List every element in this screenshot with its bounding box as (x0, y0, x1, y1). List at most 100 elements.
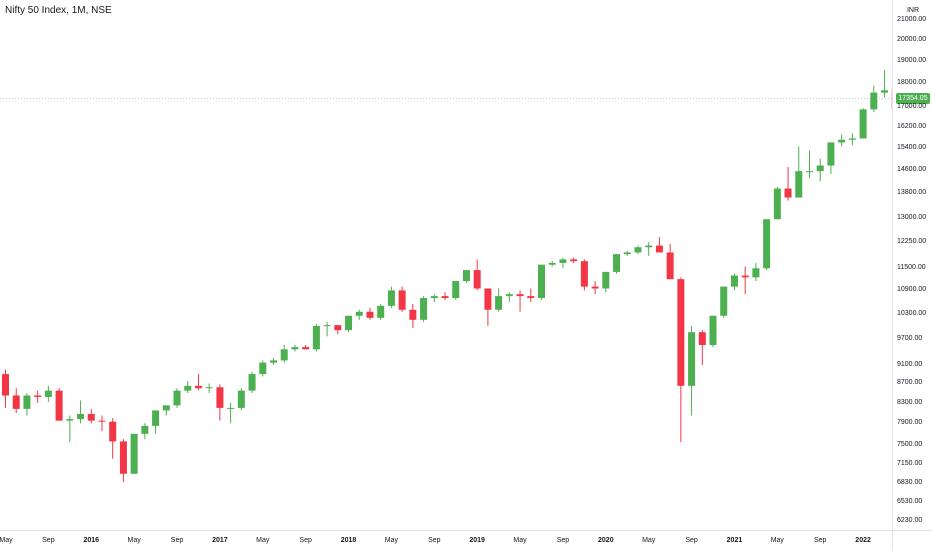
candle[interactable] (817, 159, 824, 182)
candle[interactable] (206, 383, 213, 393)
price-unit-label: INR (896, 7, 930, 14)
candle-body (216, 387, 223, 408)
candle[interactable] (34, 391, 41, 403)
candle[interactable] (109, 418, 116, 459)
candle[interactable] (45, 386, 52, 402)
time-tick-label: 2021 (727, 537, 743, 544)
candle[interactable] (581, 259, 588, 290)
candle[interactable] (345, 316, 352, 332)
candle[interactable] (356, 310, 363, 320)
candle[interactable] (195, 374, 202, 391)
candle[interactable] (420, 296, 427, 322)
candle[interactable] (249, 372, 256, 393)
candle[interactable] (752, 263, 759, 281)
candle[interactable] (120, 439, 127, 482)
candle[interactable] (2, 369, 9, 407)
candle-body (366, 312, 373, 318)
candle[interactable] (667, 244, 674, 279)
candle[interactable] (174, 388, 181, 408)
candle[interactable] (570, 258, 577, 263)
chart-title: Nifty 50 Index, 1M, NSE (5, 5, 112, 16)
candle[interactable] (23, 393, 30, 415)
price-plot[interactable] (0, 0, 892, 530)
candle[interactable] (291, 345, 298, 352)
candle[interactable] (710, 316, 717, 347)
candle[interactable] (688, 326, 695, 416)
candle[interactable] (131, 434, 138, 474)
candle[interactable] (474, 259, 481, 290)
candle-body (506, 294, 513, 296)
price-tick-label: 7500.00 (897, 441, 931, 448)
candle[interactable] (785, 167, 792, 201)
candle[interactable] (774, 187, 781, 219)
candle[interactable] (602, 272, 609, 292)
candle[interactable] (517, 290, 524, 311)
candle[interactable] (506, 292, 513, 302)
candle[interactable] (881, 70, 888, 98)
candle[interactable] (806, 150, 813, 178)
candle[interactable] (795, 146, 802, 197)
candle[interactable] (302, 345, 309, 349)
candle[interactable] (377, 304, 384, 320)
candle[interactable] (731, 274, 738, 291)
candle[interactable] (870, 86, 877, 112)
candle-body (774, 189, 781, 220)
price-tick-label: 10300.00 (897, 310, 931, 317)
candle[interactable] (77, 400, 84, 423)
candle[interactable] (163, 405, 170, 415)
candle[interactable] (66, 416, 73, 442)
candle[interactable] (152, 410, 159, 433)
candle[interactable] (849, 133, 856, 145)
candle[interactable] (645, 242, 652, 256)
candle[interactable] (88, 409, 95, 423)
candle[interactable] (399, 287, 406, 312)
candle[interactable] (334, 325, 341, 334)
candle[interactable] (13, 388, 20, 413)
price-tick-label: 9100.00 (897, 361, 931, 368)
candle[interactable] (484, 289, 491, 326)
candle[interactable] (527, 289, 534, 302)
candle[interactable] (838, 135, 845, 147)
candle[interactable] (742, 266, 749, 294)
candle[interactable] (613, 254, 620, 274)
price-tick-label: 9700.00 (897, 335, 931, 342)
candle[interactable] (366, 308, 373, 320)
candle-body (334, 325, 341, 330)
candle[interactable] (720, 287, 727, 318)
candle[interactable] (313, 324, 320, 352)
candle[interactable] (463, 270, 470, 283)
candle[interactable] (452, 281, 459, 300)
candle[interactable] (549, 261, 556, 266)
price-tick-label: 15400.00 (897, 144, 931, 151)
candle[interactable] (634, 246, 641, 255)
candle[interactable] (559, 258, 566, 269)
candle[interactable] (442, 292, 449, 300)
time-tick-label: May (0, 537, 13, 544)
candle[interactable] (763, 219, 770, 270)
candle[interactable] (227, 403, 234, 423)
candle[interactable] (409, 304, 416, 328)
candle[interactable] (827, 142, 834, 174)
candle[interactable] (98, 416, 105, 432)
candle[interactable] (699, 330, 706, 365)
candle[interactable] (216, 384, 223, 420)
candle[interactable] (184, 381, 191, 393)
candle[interactable] (592, 281, 599, 294)
candle[interactable] (677, 277, 684, 442)
candle[interactable] (495, 289, 502, 312)
candle-body (23, 395, 30, 408)
candle[interactable] (388, 287, 395, 308)
candle[interactable] (431, 294, 438, 302)
candle[interactable] (56, 388, 63, 420)
candle[interactable] (860, 108, 867, 138)
candle[interactable] (624, 251, 631, 256)
candle[interactable] (656, 237, 663, 252)
candle[interactable] (238, 388, 245, 410)
candle[interactable] (538, 265, 545, 300)
candle[interactable] (259, 360, 266, 376)
candle[interactable] (324, 322, 331, 337)
candle[interactable] (270, 358, 277, 365)
candle[interactable] (281, 345, 288, 363)
candle[interactable] (141, 423, 148, 439)
